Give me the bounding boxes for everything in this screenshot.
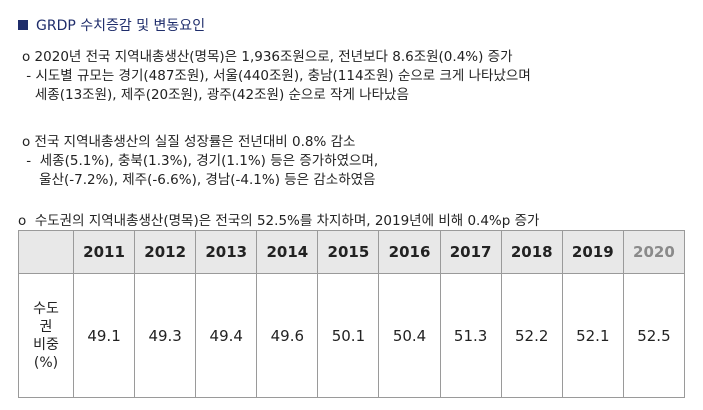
year-header: 2020 <box>622 230 686 274</box>
table-cell: 52.5 <box>622 273 686 398</box>
table-cell: 49.6 <box>256 273 319 398</box>
table-row: 수도 권 비중 (%) 49.1 49.3 49.4 49.6 50.1 50.… <box>18 273 686 398</box>
paragraph-line: o 2020년 전국 지역내총생산(명목)은 1,936조원으로, 전년보다 8… <box>22 49 513 65</box>
year-header: 2017 <box>439 230 502 274</box>
year-header: 2011 <box>72 230 136 274</box>
paragraph-gdp-total: o 2020년 전국 지역내총생산(명목)은 1,936조원으로, 전년보다 8… <box>22 48 531 105</box>
table-header-row: 2011 2012 2013 2014 2015 2016 2017 2018 … <box>18 230 686 274</box>
paragraph-line: - 세종(5.1%), 충북(1.3%), 경기(1.1%) 등은 증가하였으며… <box>22 153 379 169</box>
year-header: 2012 <box>134 230 197 274</box>
paragraph-line: - 시도별 규모는 경기(487조원), 서울(440조원), 충남(114조원… <box>22 68 531 84</box>
year-header: 2014 <box>256 230 319 274</box>
table-cell: 49.1 <box>72 273 136 398</box>
table-cell: 50.4 <box>378 273 441 398</box>
table-cell: 51.3 <box>439 273 502 398</box>
table-cell: 49.3 <box>134 273 197 398</box>
row-label: 수도 권 비중 (%) <box>18 273 74 398</box>
year-header: 2016 <box>378 230 441 274</box>
year-header: 2018 <box>500 230 563 274</box>
table-cell: 50.1 <box>317 273 380 398</box>
paragraph-line: 세종(13조원), 제주(20조원), 광주(42조원) 순으로 작게 나타났음 <box>22 87 409 103</box>
table-cell: 52.1 <box>561 273 624 398</box>
table-cell: 49.4 <box>195 273 258 398</box>
table-cell: 52.2 <box>500 273 563 398</box>
paragraph-line: 울산(-7.2%), 제주(-6.6%), 경남(-4.1%) 등은 감소하였음 <box>22 172 376 188</box>
year-header: 2013 <box>195 230 258 274</box>
year-header: 2019 <box>561 230 624 274</box>
year-header: 2015 <box>317 230 380 274</box>
heading-text: GRDP 수치증감 및 변동요인 <box>36 18 206 34</box>
capital-share-note: o 수도권의 지역내총생산(명목)은 전국의 52.5%를 차지하며, 2019… <box>18 213 540 229</box>
table-corner-cell <box>18 230 74 274</box>
paragraph-growth-rate: o 전국 지역내총생산의 실질 성장률은 전년대비 0.8% 감소 - 세종(5… <box>22 133 378 190</box>
bullet-square-icon <box>18 20 28 30</box>
section-heading: GRDP 수치증감 및 변동요인 <box>18 15 205 35</box>
paragraph-line: o 전국 지역내총생산의 실질 성장률은 전년대비 0.8% 감소 <box>22 134 356 150</box>
capital-share-table: 2011 2012 2013 2014 2015 2016 2017 2018 … <box>18 230 686 398</box>
